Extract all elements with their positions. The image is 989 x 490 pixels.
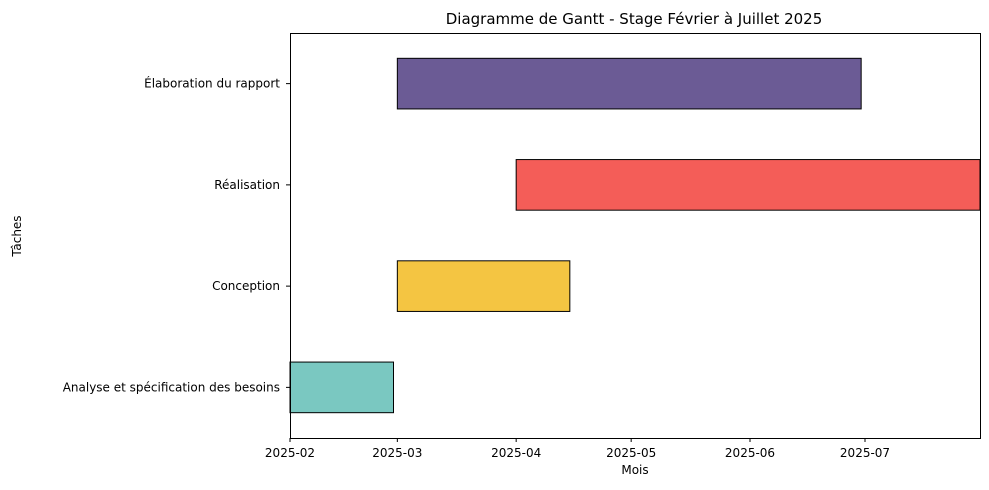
bars-group [289,57,981,414]
x-tick-label: 2025-04 [491,446,541,460]
x-tick-label: 2025-02 [265,446,315,460]
gantt-bar [289,361,394,414]
x-axis-label: Mois [621,463,648,477]
y-axis-ticks: Analyse et spécification des besoins Conc… [63,76,290,394]
x-tick-label: 2025-05 [606,446,656,460]
y-tick-label: Conception [212,279,280,293]
x-tick-label: 2025-03 [372,446,422,460]
y-tick-label: Réalisation [214,178,280,192]
chart-title: Diagramme de Gantt - Stage Février à Jui… [446,10,823,28]
x-axis-ticks: 2025-02 2025-03 2025-04 2025-05 2025-06 2025-… [265,438,890,460]
gantt-bar [515,159,981,211]
gantt-bar [396,57,862,110]
plot-area-frame [290,33,981,439]
y-tick-label: Analyse et spécification des besoins [63,380,280,394]
x-tick-label: 2025-07 [840,446,890,460]
x-tick-label: 2025-06 [725,446,775,460]
y-tick-label: Élaboration du rapport [144,76,280,91]
y-axis-label: Tâches [10,215,24,257]
gantt-bar [396,260,571,312]
